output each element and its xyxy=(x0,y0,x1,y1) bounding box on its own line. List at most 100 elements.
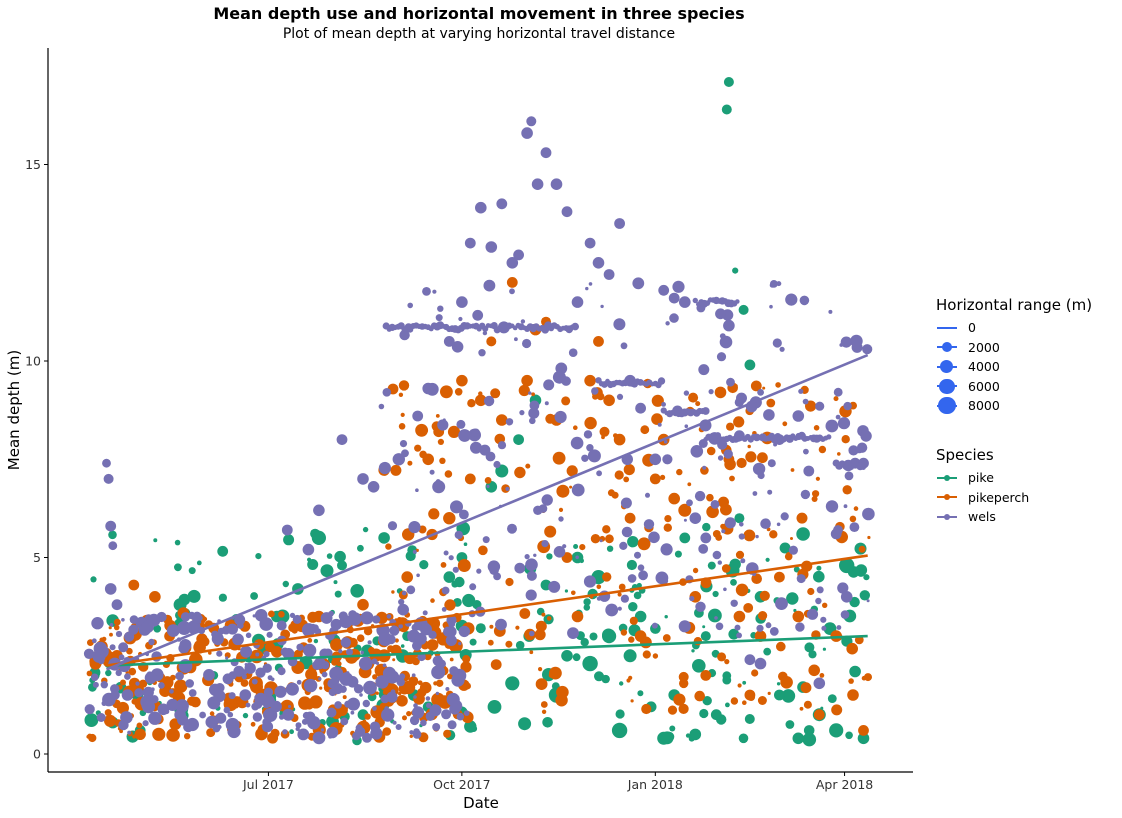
wels-point xyxy=(340,717,349,726)
pike-point xyxy=(707,561,716,570)
pikeperch-point xyxy=(440,562,447,568)
wels-point xyxy=(263,687,274,697)
wels-point xyxy=(525,589,537,601)
pikeperch-point xyxy=(780,676,793,689)
wels-point xyxy=(307,716,321,730)
pike-point xyxy=(728,628,740,640)
pikeperch-point xyxy=(842,485,852,495)
pikeperch-point xyxy=(166,728,180,742)
pikeperch-point xyxy=(706,493,714,502)
wels-point xyxy=(698,364,710,376)
pikeperch-point xyxy=(342,695,347,700)
wels-point xyxy=(127,730,132,735)
wels-point xyxy=(292,614,302,624)
pikeperch-point xyxy=(377,666,385,674)
pikeperch-point xyxy=(104,709,112,717)
pike-point xyxy=(334,550,346,563)
pikeperch-point xyxy=(535,620,547,632)
wels-point xyxy=(399,440,408,448)
pike-point xyxy=(657,731,671,745)
pikeperch-point xyxy=(467,399,476,408)
wels-point xyxy=(541,540,549,548)
wels-point xyxy=(185,679,194,688)
pike-point xyxy=(250,592,258,600)
wels-point xyxy=(217,724,222,730)
pikeperch-point xyxy=(515,625,520,630)
pikeperch-point xyxy=(402,715,407,721)
pike-point xyxy=(580,638,589,647)
pikeperch-point xyxy=(590,534,601,544)
wels-point xyxy=(815,597,822,605)
species-legend-key xyxy=(936,468,958,487)
wels-point xyxy=(738,533,745,540)
pikeperch-point xyxy=(268,610,275,618)
wels-point xyxy=(776,281,782,287)
y-tick-label: 10 xyxy=(25,354,41,369)
wels-point xyxy=(843,401,852,411)
wels-point xyxy=(234,614,246,626)
chart-title: Mean depth use and horizontal movement i… xyxy=(213,4,745,23)
wels-point xyxy=(826,434,832,440)
species-legend: Species pike pikeperch wels xyxy=(936,446,1029,527)
pikeperch-point xyxy=(607,489,615,497)
pikeperch-point xyxy=(267,732,279,744)
pikeperch-point xyxy=(417,687,427,698)
wels-point xyxy=(757,389,764,396)
wels-point xyxy=(142,720,149,727)
pikeperch-point xyxy=(733,610,746,623)
x-tick-label: Apr 2018 xyxy=(816,777,873,792)
y-axis-label: Mean depth (m) xyxy=(5,350,23,470)
wels-point xyxy=(507,523,517,534)
wels-point xyxy=(174,708,186,721)
pike-point xyxy=(636,582,642,589)
wels-point xyxy=(769,627,779,636)
wels-point xyxy=(301,718,309,725)
pikeperch-point xyxy=(379,702,386,709)
wels-point xyxy=(800,489,811,500)
pikeperch-point xyxy=(391,590,395,594)
pikeperch-point xyxy=(506,277,518,288)
wels-point xyxy=(570,436,584,450)
wels-point xyxy=(830,528,842,540)
wels-point xyxy=(637,564,645,571)
wels-point xyxy=(458,641,462,646)
wels-point xyxy=(387,521,398,531)
pikeperch-point xyxy=(847,689,859,701)
wels-point xyxy=(756,624,764,632)
wels-point xyxy=(261,721,274,733)
wels-point xyxy=(558,516,564,522)
wels-point xyxy=(282,648,295,660)
wels-point xyxy=(90,673,99,682)
pikeperch-point xyxy=(796,512,808,524)
pike-point xyxy=(443,571,456,583)
pikeperch-point xyxy=(152,727,166,741)
wels-point xyxy=(803,465,815,477)
wels-point xyxy=(716,352,727,362)
wels-point xyxy=(225,656,229,660)
pikeperch-point xyxy=(390,464,402,476)
wels-point xyxy=(429,704,442,717)
wels-point xyxy=(796,574,806,584)
pikeperch-point xyxy=(651,413,663,425)
wels-point xyxy=(148,711,162,725)
pike-point xyxy=(781,689,796,703)
wels-point xyxy=(334,701,342,709)
pikeperch-point xyxy=(573,425,578,431)
wels-point xyxy=(487,560,501,573)
wels-point xyxy=(635,402,646,414)
wels-point xyxy=(372,706,377,711)
pikeperch-point xyxy=(693,637,703,646)
pike-point xyxy=(702,522,711,532)
wels-point xyxy=(520,319,526,324)
pikeperch-point xyxy=(640,425,650,435)
wels-point xyxy=(519,410,525,416)
size-legend-title: Horizontal range (m) xyxy=(936,296,1093,314)
wels-point xyxy=(431,665,446,680)
pikeperch-point xyxy=(774,571,785,583)
wels-point xyxy=(458,429,471,442)
wels-point xyxy=(767,489,773,495)
wels-point xyxy=(686,499,693,507)
y-tick-label: 5 xyxy=(33,550,41,565)
pikeperch-point xyxy=(766,398,776,408)
pikeperch-point xyxy=(421,427,429,434)
